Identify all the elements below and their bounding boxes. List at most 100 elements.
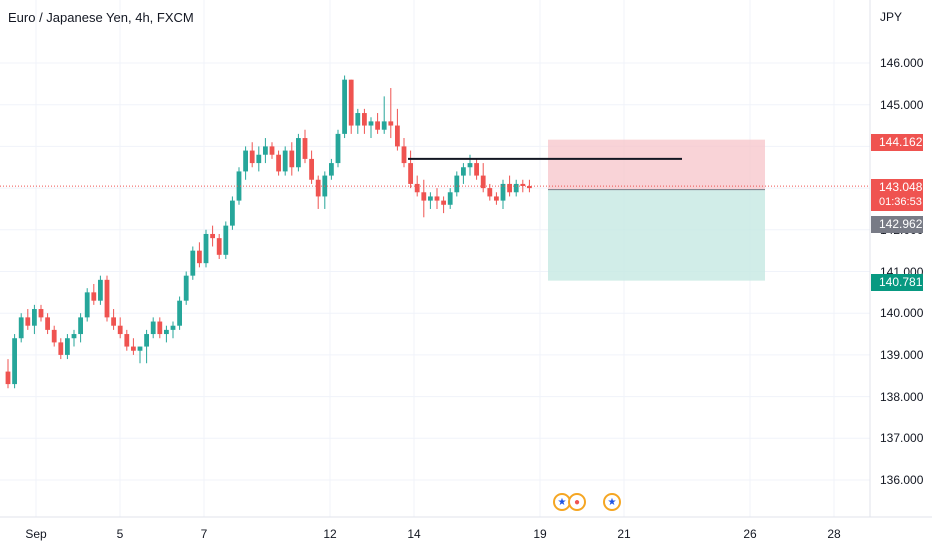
- time-tick-label: 21: [617, 527, 631, 541]
- position-zones[interactable]: [548, 139, 765, 281]
- time-tick-label: 5: [116, 527, 124, 541]
- price-badge-value: 142.962: [879, 217, 923, 231]
- candle: [507, 175, 512, 197]
- candles: [5, 75, 532, 389]
- candle: [223, 221, 229, 259]
- countdown-label: 01:36:53: [879, 196, 922, 208]
- candle: [467, 154, 473, 176]
- time-tick-label: 19: [533, 527, 547, 541]
- candle: [480, 163, 486, 193]
- candle: [177, 296, 182, 330]
- time-tick-label: 26: [743, 527, 757, 541]
- price-tick-label: 145.000: [880, 97, 924, 112]
- candle: [408, 150, 413, 189]
- candle: [65, 334, 70, 360]
- candle: [263, 138, 268, 164]
- time-tick-label: 28: [827, 527, 841, 541]
- time-tick-label: Sep: [25, 527, 47, 541]
- eu-event-icon-2[interactable]: ★: [603, 493, 621, 511]
- chart-title: Euro / Japanese Yen, 4h, FXCM: [8, 10, 194, 25]
- candle: [282, 146, 288, 176]
- candle: [335, 129, 341, 168]
- candle: [441, 196, 446, 214]
- candle: [45, 313, 50, 335]
- candle: [78, 313, 83, 343]
- candle: [527, 179, 532, 193]
- take-profit-zone[interactable]: [548, 189, 765, 281]
- price-badge-value: 144.162: [879, 135, 923, 149]
- candle: [454, 171, 460, 197]
- candle: [32, 304, 37, 335]
- candle: [236, 167, 242, 205]
- time-tick-label: 14: [407, 527, 421, 541]
- candle: [447, 188, 453, 209]
- candle: [91, 284, 97, 305]
- price-badge-value: 140.781: [879, 275, 923, 289]
- candle: [183, 271, 189, 305]
- candle: [249, 142, 255, 168]
- candle: [243, 146, 248, 180]
- candle: [84, 288, 90, 322]
- us-event-icon[interactable]: ●: [568, 493, 586, 511]
- candle: [421, 179, 427, 218]
- price-badge: 142.962: [871, 216, 923, 233]
- candle: [309, 150, 314, 184]
- price-tick-label: 137.000: [880, 431, 924, 446]
- candle: [197, 242, 202, 268]
- candle: [500, 179, 506, 209]
- candle: [216, 233, 222, 259]
- candle: [474, 158, 479, 180]
- candle: [461, 163, 466, 184]
- candle: [368, 117, 374, 139]
- candle: [276, 150, 281, 176]
- candle: [131, 338, 136, 355]
- candle: [302, 129, 308, 164]
- candle: [203, 229, 209, 268]
- time-tick-label: 7: [200, 527, 208, 541]
- currency-label: JPY: [880, 10, 903, 24]
- candle: [71, 329, 77, 347]
- candle: [51, 325, 57, 347]
- price-tick-label: 146.000: [880, 56, 924, 70]
- candle: [375, 113, 380, 134]
- candle: [12, 334, 17, 389]
- candle: [388, 88, 394, 139]
- price-tick-label: 139.000: [880, 347, 924, 362]
- candle: [329, 158, 334, 180]
- candle: [144, 329, 149, 364]
- candle: [315, 175, 321, 209]
- stop-loss-zone[interactable]: [548, 139, 765, 190]
- candle: [401, 138, 407, 168]
- candle: [124, 329, 130, 351]
- candle: [395, 108, 400, 151]
- price-tick-label: 140.000: [880, 306, 924, 321]
- time-tick-label: 12: [323, 527, 337, 541]
- candle: [230, 196, 235, 230]
- candle: [150, 317, 156, 339]
- candle: [355, 108, 361, 134]
- price-badge: 140.781: [871, 274, 923, 291]
- candle: [170, 321, 176, 339]
- candle: [98, 275, 103, 305]
- candle: [5, 359, 11, 389]
- candle: [342, 75, 347, 139]
- candle: [428, 192, 433, 209]
- chart-overlays[interactable]: [0, 157, 870, 187]
- candle: [111, 309, 116, 330]
- candle: [256, 146, 262, 172]
- candle: [117, 317, 123, 339]
- candle: [157, 317, 163, 339]
- candle: [137, 346, 143, 364]
- candle: [38, 304, 44, 322]
- candle: [25, 309, 31, 330]
- candle: [434, 188, 440, 209]
- candle: [289, 142, 295, 176]
- candle: [381, 96, 387, 134]
- candle: [190, 246, 196, 280]
- candle: [322, 171, 328, 209]
- candle: [348, 79, 354, 134]
- candle: [362, 108, 367, 134]
- price-badge-value: 143.048: [879, 180, 923, 194]
- candle: [494, 192, 499, 205]
